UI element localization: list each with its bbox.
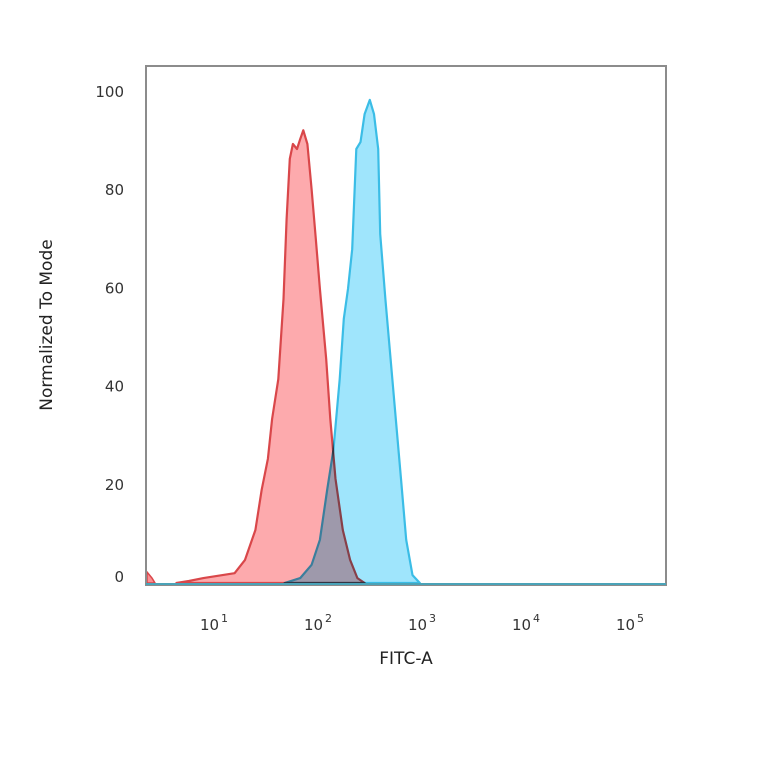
y-tick-label: 0 xyxy=(114,568,124,586)
histogram-antibody-stained xyxy=(283,98,421,585)
y-tick-label: 60 xyxy=(105,279,124,297)
series-layer xyxy=(146,98,421,585)
x-axis-title: FITC-A xyxy=(379,649,433,669)
x-tick-label: 10 4 xyxy=(512,612,540,634)
y-tick-label: 20 xyxy=(105,476,124,494)
y-axis-title: Normalized To Mode xyxy=(37,239,57,410)
x-tick-label: 10 2 xyxy=(304,612,332,634)
y-axis-ticks: 0 20 40 60 80 100 xyxy=(95,83,124,586)
y-tick-label: 80 xyxy=(105,181,124,199)
x-tick-label: 10 1 xyxy=(200,612,228,634)
x-tick-label: 10 5 xyxy=(616,612,644,634)
y-tick-label: 40 xyxy=(105,378,124,396)
x-tick-label: 10 3 xyxy=(408,612,436,634)
y-tick-label: 100 xyxy=(95,83,124,101)
x-axis-ticks: 10 1 10 2 10 3 10 4 10 5 xyxy=(200,612,644,634)
